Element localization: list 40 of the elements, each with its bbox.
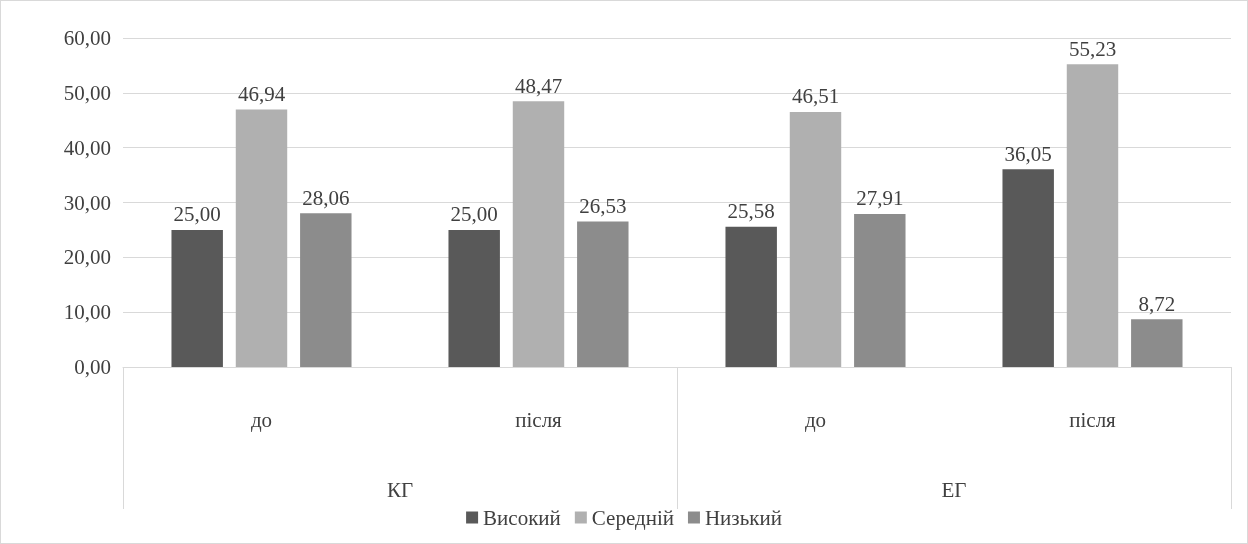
y-tick-label: 0,00 (74, 355, 111, 379)
bar (854, 213, 906, 367)
bar (448, 229, 500, 367)
data-label: 46,51 (791, 84, 840, 109)
legend-label: Високий (483, 505, 561, 530)
data-label: 28,06 (302, 185, 350, 210)
text: КГ (386, 477, 414, 502)
y-tick-label: 20,00 (63, 245, 111, 270)
bar (171, 229, 223, 367)
data-label: 8,72 (1138, 291, 1176, 316)
bar (1002, 169, 1054, 367)
data-label: 27,91 (856, 186, 904, 211)
x-tick-label: після (515, 407, 563, 432)
data-label: 55,23 (1068, 36, 1117, 61)
data-label: 26,53 (579, 194, 627, 219)
data-label: 46,94 (237, 82, 286, 107)
y-tick-label: 60,00 (63, 26, 111, 50)
y-tick-label: 10,00 (63, 300, 111, 325)
x-tick-label: до (250, 407, 273, 432)
y-tick-label: 50,00 (63, 80, 111, 105)
data-label: 36,05 (1004, 141, 1052, 166)
x-tick-label: до (804, 407, 827, 432)
bar (577, 221, 629, 367)
bar (512, 101, 565, 367)
data-label: 25,58 (727, 199, 775, 224)
bar (1131, 319, 1183, 367)
y-tick-label: 30,00 (63, 190, 111, 215)
bar (789, 111, 842, 367)
x-tick-label: після (1069, 407, 1117, 432)
bar (300, 213, 352, 367)
legend-label: Низький (704, 505, 782, 530)
bar (235, 109, 288, 367)
legend-label: Середній (591, 505, 674, 530)
data-label: 25,00 (173, 202, 221, 227)
data-label: 48,47 (514, 73, 563, 98)
y-tick-label: 40,00 (63, 135, 111, 160)
data-label: 25,00 (450, 202, 498, 227)
text: ЕГ (941, 477, 967, 502)
bar (1066, 64, 1119, 367)
bar (725, 226, 777, 367)
